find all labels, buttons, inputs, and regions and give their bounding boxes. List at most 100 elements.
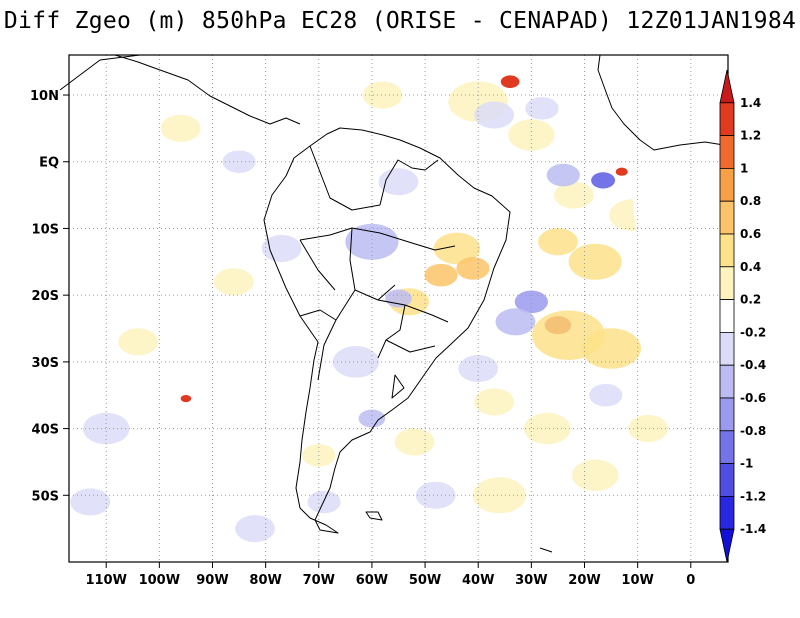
anomaly-blob <box>609 199 656 231</box>
anomaly-blob <box>581 328 641 369</box>
country-borders <box>299 145 456 381</box>
anomaly-blob <box>415 481 456 509</box>
x-tick-label: 30W <box>515 573 547 588</box>
colorbar-box <box>719 495 735 530</box>
anomaly-blob <box>571 459 619 492</box>
anomaly-blob <box>538 228 578 256</box>
colorbar-box <box>719 69 735 104</box>
anomaly-blob <box>514 290 548 314</box>
anomaly-field <box>70 75 669 543</box>
x-tick-label: 60W <box>356 573 388 588</box>
anomaly-blob <box>458 354 499 383</box>
x-tick-label: 70W <box>303 573 335 588</box>
anomaly-blob <box>362 81 403 109</box>
colorbar-box <box>719 233 735 268</box>
colorbar-label: -1.4 <box>740 522 766 536</box>
colorbar-box <box>719 331 735 366</box>
anomaly-blob <box>345 223 399 260</box>
colorbar-box <box>719 430 735 464</box>
x-tick-label: 110W <box>85 573 126 588</box>
anomaly-blob <box>474 388 515 416</box>
y-tick-label: 20S <box>32 289 59 304</box>
central-america-coastline <box>114 54 301 125</box>
colorbar-box <box>719 528 735 563</box>
anomaly-blob <box>180 394 192 403</box>
colorbar-box <box>719 364 735 399</box>
y-tick-label: 10N <box>30 89 59 104</box>
plot-title: Diff Zgeo (m) 850hPa EC28 (ORISE - CENAP… <box>3 8 797 34</box>
islands-and-ne-coast <box>59 54 553 553</box>
anomaly-blob <box>591 172 616 189</box>
colorbar-label: -1 <box>740 457 753 471</box>
anomaly-blob <box>589 383 623 407</box>
colorbar-boxes <box>719 69 735 563</box>
anomaly-blob <box>525 97 559 120</box>
x-tick-label: 20W <box>568 573 600 588</box>
colorbar-label: 0.2 <box>740 293 761 307</box>
anomaly-blob <box>385 289 412 308</box>
x-tick-label: 10W <box>621 573 653 588</box>
anomaly-blob <box>615 167 628 176</box>
anomaly-blob <box>307 490 341 514</box>
axis-ticks: 110W 100W 90W 80W 70W 60W 50W 40W 30W 20W 10W 0 10N E… <box>30 89 695 588</box>
anomaly-blob <box>524 412 571 445</box>
colorbar-box <box>719 102 735 137</box>
colorbar-box <box>719 200 735 235</box>
anomaly-blob <box>160 114 201 142</box>
south-america-coastline <box>263 127 511 534</box>
x-tick-label: 90W <box>196 573 228 588</box>
anomaly-blob <box>394 428 435 456</box>
colorbar-box <box>719 167 735 202</box>
anomaly-blob <box>378 168 419 196</box>
anomaly-blob <box>235 515 275 543</box>
anomaly-blob <box>332 346 380 378</box>
colorbar: 1.4 1.2 1 0.8 0.6 0.4 0.2 -0.2 -0.4 -0.6 -0.8 -1 -1.… <box>719 69 766 563</box>
colorbar-label: -0.8 <box>740 424 766 438</box>
colorbar-label: 0.6 <box>740 227 761 241</box>
anomaly-blob <box>456 257 490 280</box>
anomaly-blob <box>82 412 130 445</box>
x-tick-label: 40W <box>462 573 494 588</box>
anomaly-blob <box>553 181 594 209</box>
colorbar-label: 0.8 <box>740 194 761 208</box>
colorbar-label: 1.2 <box>740 129 761 143</box>
y-tick-label: 10S <box>32 222 59 237</box>
colorbar-label: -1.2 <box>740 489 766 503</box>
anomaly-blob <box>358 409 386 428</box>
x-tick-label: 80W <box>249 573 281 588</box>
y-tick-label: 40S <box>32 423 59 438</box>
anomaly-blob <box>628 415 669 443</box>
colorbar-label: -0.2 <box>740 325 766 339</box>
graticule <box>69 55 728 562</box>
coastlines-and-borders <box>59 54 731 553</box>
colorbar-label: -0.6 <box>740 391 766 405</box>
anomaly-blob <box>568 243 622 280</box>
colorbar-box <box>719 266 735 300</box>
y-tick-label: 30S <box>32 356 59 371</box>
colorbar-label: 1 <box>740 161 748 175</box>
colorbar-box <box>719 135 735 169</box>
anomaly-blob <box>474 101 515 129</box>
x-tick-label: 50W <box>409 573 441 588</box>
africa-coastline <box>597 54 731 151</box>
y-tick-label: EQ <box>39 156 59 171</box>
y-tick-label: 50S <box>32 489 59 504</box>
colorbar-box <box>719 299 735 333</box>
anomaly-blob <box>261 234 302 263</box>
colorbar-box <box>719 463 735 497</box>
colorbar-labels: 1.4 1.2 1 0.8 0.6 0.4 0.2 -0.2 -0.4 -0.6 -0.8 -1 -1.… <box>740 96 766 536</box>
anomaly-blob <box>495 308 536 336</box>
colorbar-label: 0.4 <box>740 260 761 274</box>
anomaly-blob <box>546 163 580 187</box>
anomaly-blob <box>433 232 481 265</box>
anomaly-blob <box>424 263 458 287</box>
anomaly-blob <box>118 328 159 356</box>
x-tick-label: 0 <box>686 573 695 588</box>
anomaly-blob <box>500 75 520 89</box>
anomaly-blob <box>213 268 254 296</box>
anomaly-blob <box>472 477 527 514</box>
colorbar-label: -0.4 <box>740 358 766 372</box>
anomaly-blob <box>222 150 256 174</box>
x-tick-label: 100W <box>139 573 180 588</box>
